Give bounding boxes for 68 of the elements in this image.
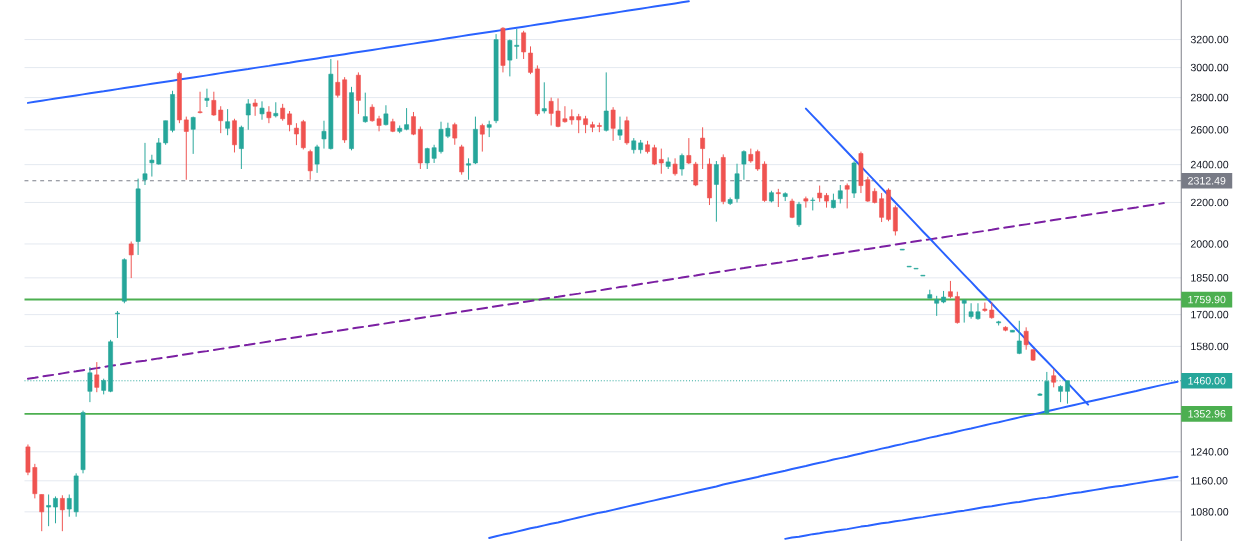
candlestick <box>287 110 292 132</box>
candlestick <box>190 116 196 155</box>
y-tick-label: 1580.00 <box>1191 342 1229 351</box>
candlestick <box>53 495 58 524</box>
candlestick <box>893 204 898 236</box>
candlestick <box>259 100 265 121</box>
candlestick <box>46 493 51 527</box>
candlestick <box>245 98 251 131</box>
candlestick <box>128 241 134 279</box>
ref-line-label: 1460.00 <box>1188 377 1226 385</box>
candlestick <box>294 122 299 146</box>
y-tick-label: 2000.00 <box>1190 240 1229 248</box>
candlestick <box>1023 326 1029 351</box>
candlestick <box>775 188 781 208</box>
candlestick <box>314 144 320 174</box>
candlestick <box>617 116 623 141</box>
candlestick <box>94 361 100 393</box>
candlestick <box>225 108 230 136</box>
candlestick <box>466 157 471 181</box>
y-tick-label: 3000.00 <box>1190 63 1229 72</box>
candlestick <box>528 45 533 75</box>
candlestick <box>163 120 168 146</box>
candlestick <box>658 148 664 175</box>
ref-line-label: 1759.90 <box>1188 295 1226 304</box>
candlestick <box>115 310 120 339</box>
candlestick <box>1016 320 1022 355</box>
ref-line-label: 2312.49 <box>1188 177 1226 185</box>
candlestick <box>700 126 705 170</box>
line-series <box>784 475 1179 540</box>
candlestick <box>479 123 485 153</box>
candlestick <box>239 125 244 170</box>
candlestick <box>335 59 341 99</box>
candlestick <box>803 196 809 209</box>
candlestick <box>362 92 368 124</box>
candlestick <box>624 116 630 146</box>
candlestick <box>266 105 272 124</box>
y-tick-label: 2800.00 <box>1190 93 1229 102</box>
y-tick-label: 2400.00 <box>1190 160 1229 169</box>
candlestick <box>603 71 609 132</box>
candlestick <box>39 493 45 532</box>
ref-line-label: 1352.96 <box>1188 410 1226 418</box>
candlestick <box>679 153 685 177</box>
y-tick-label: 1080.00 <box>1191 508 1229 516</box>
candlestick <box>183 116 189 181</box>
y-tick-label: 1160.00 <box>1191 477 1228 485</box>
candlestick <box>837 184 843 204</box>
y-tick-label: 3200.00 <box>1190 35 1229 44</box>
y-tick-label: 2200.00 <box>1190 198 1229 207</box>
candlestick <box>714 160 719 223</box>
candlestick <box>796 201 802 228</box>
y-tick-label: 1850.00 <box>1191 274 1229 282</box>
y-tick-label: 1700.00 <box>1191 310 1229 319</box>
candlestick <box>521 30 526 60</box>
candlestick <box>1051 368 1057 388</box>
candlestick <box>741 149 747 181</box>
candlestick <box>934 295 940 317</box>
candlestick <box>541 81 547 114</box>
candlestick <box>844 183 850 209</box>
y-tick-label: 2600.00 <box>1190 126 1229 134</box>
candlestick <box>452 122 458 146</box>
candlestick <box>610 106 616 142</box>
candlestick <box>142 142 148 186</box>
candlestick <box>252 98 258 117</box>
candlestick <box>879 192 884 223</box>
candlestick <box>204 88 210 108</box>
y-tick-label: 1240.00 <box>1191 448 1229 456</box>
candlestick <box>307 149 313 181</box>
candlestick <box>60 494 65 532</box>
